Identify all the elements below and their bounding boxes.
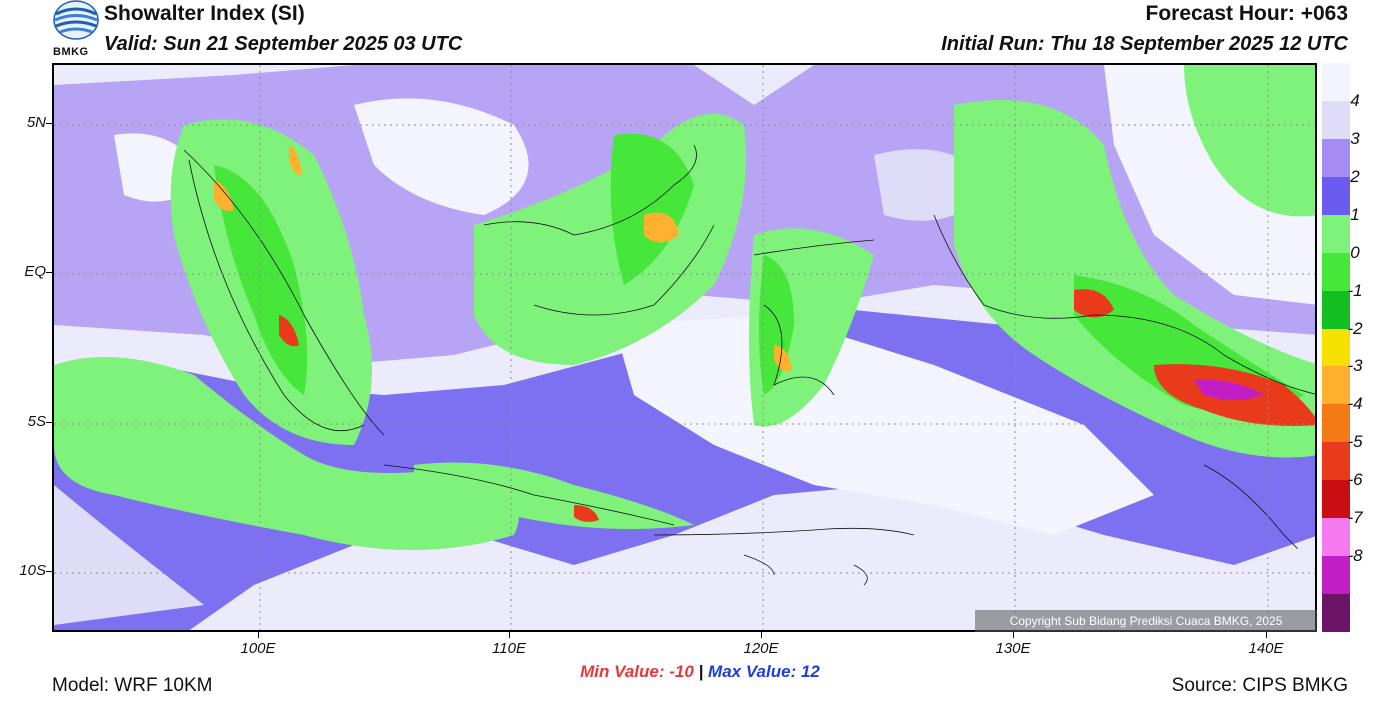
color-scale-segment (1322, 252, 1350, 292)
lon-label-140e: 140E (1248, 640, 1284, 657)
color-scale-segment (1322, 366, 1350, 405)
forecast-hour: Forecast Hour: +063 (1145, 2, 1349, 25)
lon-tick (1013, 632, 1014, 638)
chart-title: Showalter Index (SI) (104, 2, 305, 25)
min-value: Min Value: -10 (580, 662, 694, 681)
lat-label-5s: 5S (27, 413, 46, 430)
color-scale-segment (1322, 290, 1350, 330)
lon-tick (509, 632, 510, 638)
color-scale-legend (1322, 63, 1350, 633)
color-scale-label: 1 (1350, 204, 1360, 224)
copyright-notice: Copyright Sub Bidang Prediksi Cuaca BMKG… (975, 610, 1317, 632)
lon-tick (1266, 632, 1267, 638)
color-scale-label: 0 (1350, 242, 1360, 262)
color-scale-segment (1322, 518, 1350, 557)
color-scale-segment (1322, 404, 1350, 443)
lon-label-120e: 120E (743, 640, 779, 657)
lon-label-100e: 100E (240, 640, 276, 657)
lon-label-130e: 130E (995, 640, 1031, 657)
color-scale-label: -6 (1347, 470, 1363, 490)
lon-tick (258, 632, 259, 638)
lon-tick (761, 632, 762, 638)
color-scale-label: -8 (1347, 546, 1363, 566)
color-scale-segment (1322, 100, 1350, 140)
color-scale-label: -2 (1347, 318, 1363, 338)
color-scale-segment (1322, 480, 1350, 519)
color-scale-label: 2 (1350, 166, 1360, 186)
lat-label-5n: 5N (26, 114, 46, 131)
model-label: Model: WRF 10KM (52, 675, 213, 696)
color-scale-label: 3 (1350, 128, 1360, 148)
min-max-separator: | (698, 662, 704, 681)
max-value: Max Value: 12 (708, 662, 820, 681)
source-label: Source: CIPS BMKG (1171, 675, 1348, 696)
min-max-values: Min Value: -10 | Max Value: 12 (0, 662, 1400, 682)
color-scale-segment (1322, 556, 1350, 595)
color-scale-segment (1322, 214, 1350, 254)
color-scale-label: -3 (1347, 356, 1363, 376)
lat-tick (46, 571, 52, 572)
logo-text: BMKG (53, 46, 89, 58)
color-scale-segment (1322, 594, 1350, 633)
lat-label-10s: 10S (19, 562, 46, 579)
si-map (52, 63, 1317, 632)
bmkg-logo (52, 0, 100, 60)
color-scale-label: -5 (1347, 432, 1363, 452)
valid-time: Valid: Sun 21 September 2025 03 UTC (104, 33, 463, 55)
color-scale-segment (1322, 176, 1350, 216)
lat-tick (46, 422, 52, 423)
color-scale-label: -7 (1347, 508, 1363, 528)
lon-label-110e: 110E (492, 640, 526, 657)
lat-tick (46, 272, 52, 273)
initial-run: Initial Run: Thu 18 September 2025 12 UT… (941, 33, 1348, 55)
lat-label-eq: EQ (24, 263, 46, 280)
color-scale-segment (1322, 442, 1350, 481)
color-scale-segment (1322, 328, 1350, 367)
color-scale-segment (1322, 138, 1350, 178)
color-scale-label: -1 (1347, 280, 1363, 300)
color-scale-segment (1322, 63, 1350, 102)
color-scale-label: -4 (1347, 394, 1363, 414)
color-scale-label: 4 (1350, 90, 1360, 110)
lat-tick (46, 123, 52, 124)
